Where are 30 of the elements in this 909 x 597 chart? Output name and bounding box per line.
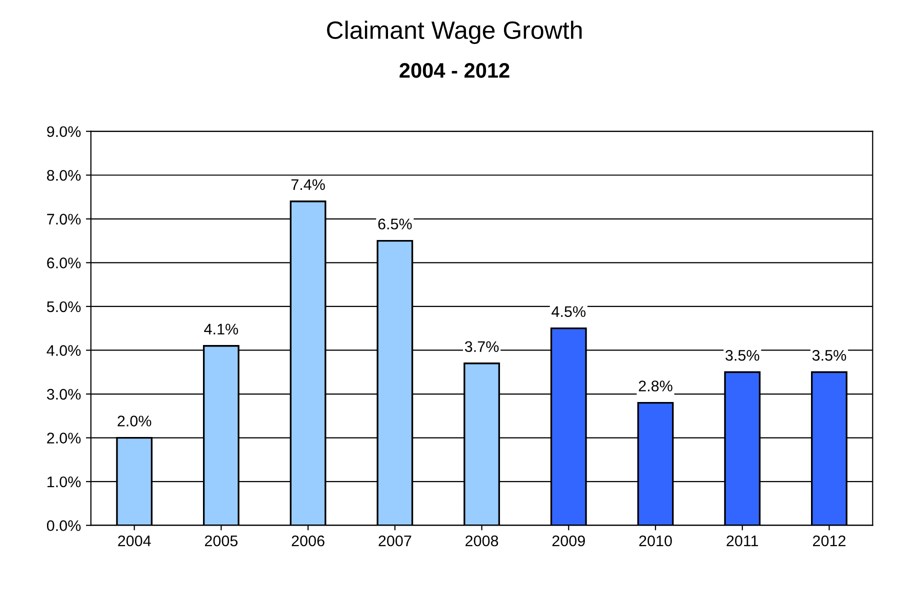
- y-tick-label: 7.0%: [47, 214, 81, 225]
- y-tick-label: 2.0%: [47, 432, 81, 444]
- data-label: 7.4%: [291, 179, 325, 190]
- data-label: 4.5%: [552, 306, 586, 317]
- y-tick-label: 5.0%: [46, 301, 81, 312]
- x-tick-label: 2005: [204, 535, 238, 546]
- x-tick-label: 2004: [118, 535, 151, 546]
- x-tick-label: 2012: [812, 535, 846, 546]
- data-label: 6.5%: [378, 218, 412, 230]
- data-label: 2.0%: [118, 416, 152, 426]
- data-label: 3.5%: [726, 350, 760, 361]
- y-tick-label: 1.0%: [48, 476, 81, 488]
- data-label: 3.5%: [812, 350, 846, 361]
- y-tick-label: 8.0%: [47, 170, 81, 181]
- y-tick-label: 3.0%: [46, 388, 81, 400]
- y-tick-label: 6.0%: [47, 258, 81, 268]
- chart-subtitle: 2004 - 2012: [400, 63, 510, 78]
- x-tick-label: 2007: [378, 535, 412, 546]
- x-tick-label: 2009: [552, 535, 585, 546]
- y-tick-label: 4.0%: [46, 345, 81, 356]
- x-tick-label: 2008: [466, 535, 498, 546]
- x-tick-label: 2006: [292, 535, 324, 546]
- data-label: 2.8%: [638, 380, 672, 392]
- y-tick-label: 9.0%: [47, 126, 81, 138]
- data-label: 4.1%: [204, 324, 238, 334]
- chart-title: Claimant Wage Growth: [327, 20, 582, 44]
- y-tick-label: 0.0%: [46, 520, 81, 532]
- data-label: 3.7%: [464, 341, 499, 352]
- x-tick-label: 2010: [639, 535, 672, 546]
- x-tick-label: 2011: [726, 535, 758, 546]
